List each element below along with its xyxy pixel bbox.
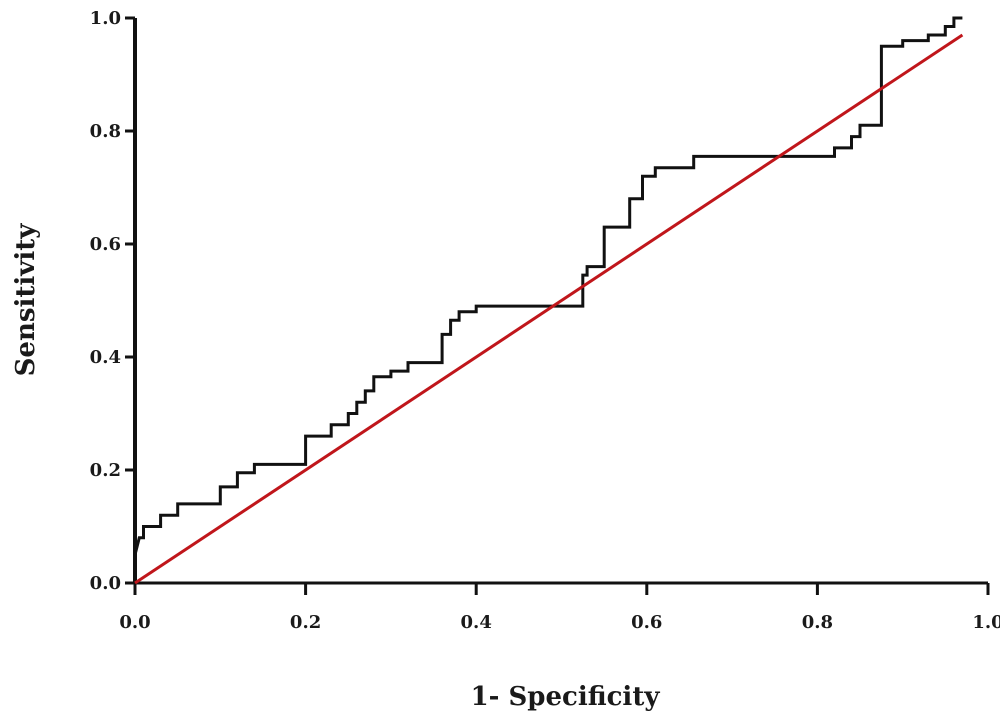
y-tick-label: 0.6: [90, 234, 121, 255]
x-tick-label: 0.2: [290, 612, 321, 633]
x-axis: 0.0 0.2 0.4 0.6 0.8 1.0: [119, 581, 1000, 633]
reference-diagonal-line: [134, 33, 964, 585]
y-tick-label: 0.4: [90, 347, 121, 368]
x-axis-title: 1- Specificity: [471, 682, 661, 712]
x-tick-label: 0.0: [119, 612, 150, 633]
x-tick-label: 0.6: [631, 612, 662, 633]
x-tick-label: 0.4: [461, 612, 492, 633]
y-tick-label: 0.2: [90, 460, 121, 481]
y-tick-label: 0.8: [90, 121, 121, 142]
roc-curve-line: [133, 16, 963, 583]
y-tick-label: 0.0: [90, 573, 121, 594]
x-tick-label: 1.0: [972, 612, 1000, 633]
y-axis-title: Sensitivity: [11, 223, 41, 377]
x-tick-label: 0.8: [802, 612, 833, 633]
series-lines: [133, 16, 964, 585]
y-tick-label: 1.0: [90, 8, 121, 29]
y-axis: 0.0 0.2 0.4 0.6 0.8 1.0: [90, 8, 137, 594]
